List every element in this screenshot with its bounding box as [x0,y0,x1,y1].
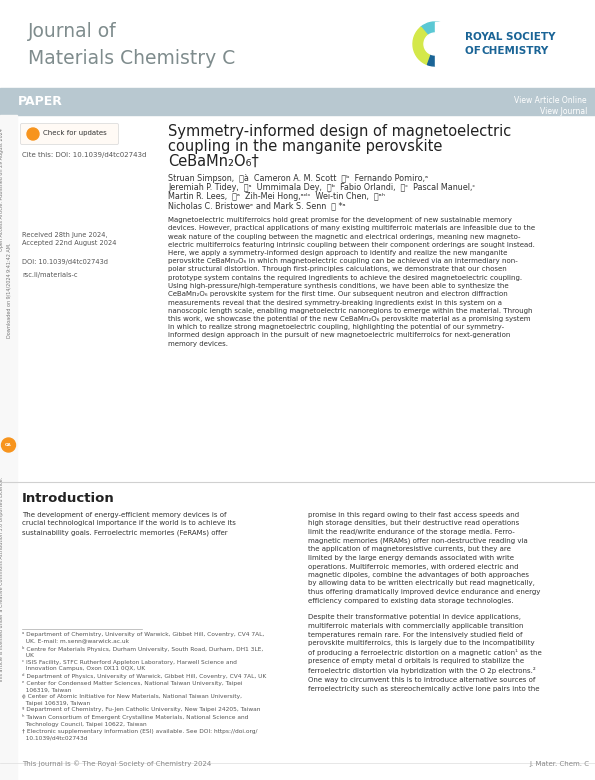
Text: CeBaMn₂O₆†: CeBaMn₂O₆† [168,154,259,169]
Text: Received 28th June 2024,
Accepted 22nd August 2024: Received 28th June 2024, Accepted 22nd A… [22,232,117,246]
Circle shape [27,128,39,140]
Text: PAPER: PAPER [18,95,63,108]
Circle shape [2,438,15,452]
Text: This journal is © The Royal Society of Chemistry 2024: This journal is © The Royal Society of C… [22,760,211,767]
Text: Check for updates: Check for updates [43,130,107,136]
Wedge shape [413,27,435,65]
Text: View Article Online: View Article Online [514,96,587,105]
Text: promise in this regard owing to their fast access speeds and
high storage densit: promise in this regard owing to their fa… [308,512,542,692]
Bar [435,22,461,66]
Bar [0,88,595,115]
Text: Magnetoelectric multiferroics hold great promise for the development of new sust: Magnetoelectric multiferroics hold great… [168,217,535,347]
Text: J. Mater. Chem. C: J. Mater. Chem. C [529,761,589,767]
Text: Journal of: Journal of [28,22,117,41]
Text: Cite this: DOI: 10.1039/d4tc02743d: Cite this: DOI: 10.1039/d4tc02743d [22,152,146,158]
Text: Introduction: Introduction [22,492,115,505]
Text: This article is licensed under a Creative Commons Attribution 3.0 Unported Licen: This article is licensed under a Creativ… [0,477,5,683]
Bar [0,0,595,88]
Text: Martin R. Lees,  ⓐᵃ  Zih-Mei Hong,ᵃᵈˣ  Wei-tin Chen,  ⓐᵃʰ: Martin R. Lees, ⓐᵃ Zih-Mei Hong,ᵃᵈˣ Wei-… [168,192,385,201]
Text: Downloaded on 9/14/2024 9:41:42 AM.: Downloaded on 9/14/2024 9:41:42 AM. [7,243,11,338]
Text: rsc.li/materials-c: rsc.li/materials-c [22,272,77,278]
Wedge shape [421,22,456,44]
Text: Materials Chemistry C: Materials Chemistry C [28,49,235,68]
Text: View Journal: View Journal [540,107,587,116]
Text: The development of energy-efficient memory devices is of
crucial technological i: The development of energy-efficient memo… [22,512,236,536]
Text: Jeremiah P. Tidey,  ⓐᵃ  Ummimala Dey,  ⓐᵇ  Fabio Orlandi,  ⓐᶜ  Pascal Manuel,ᶜ: Jeremiah P. Tidey, ⓐᵃ Ummimala Dey, ⓐᵇ F… [168,183,475,192]
Text: Struan Simpson,  ⓐà  Cameron A. M. Scott  ⓐᵇ  Fernando Pomiro,ᵃ: Struan Simpson, ⓐà Cameron A. M. Scott ⓐ… [168,174,428,183]
Text: ᵃ Department of Chemistry, University of Warwick, Gibbet Hill, Coventry, CV4 7AL: ᵃ Department of Chemistry, University of… [22,632,266,740]
Wedge shape [427,37,457,66]
Circle shape [424,33,446,55]
Text: DOI: 10.1039/d4tc02743d: DOI: 10.1039/d4tc02743d [22,259,108,265]
Text: Nicholas C. Bristoweᵉ and Mark S. Senn  ⓐ *ᵃ: Nicholas C. Bristoweᵉ and Mark S. Senn ⓐ… [168,201,346,210]
Text: OF: OF [465,46,484,56]
Bar [0,115,17,780]
Text: OA: OA [5,443,12,447]
Text: Open Access Article. Published on 29 August 2024: Open Access Article. Published on 29 Aug… [0,129,5,251]
Text: coupling in the manganite perovskite: coupling in the manganite perovskite [168,139,442,154]
Text: ROYAL SOCIETY: ROYAL SOCIETY [465,32,556,42]
FancyBboxPatch shape [20,123,118,144]
Text: Symmetry-informed design of magnetoelectric: Symmetry-informed design of magnetoelect… [168,124,511,139]
Text: CHEMISTRY: CHEMISTRY [481,46,548,56]
